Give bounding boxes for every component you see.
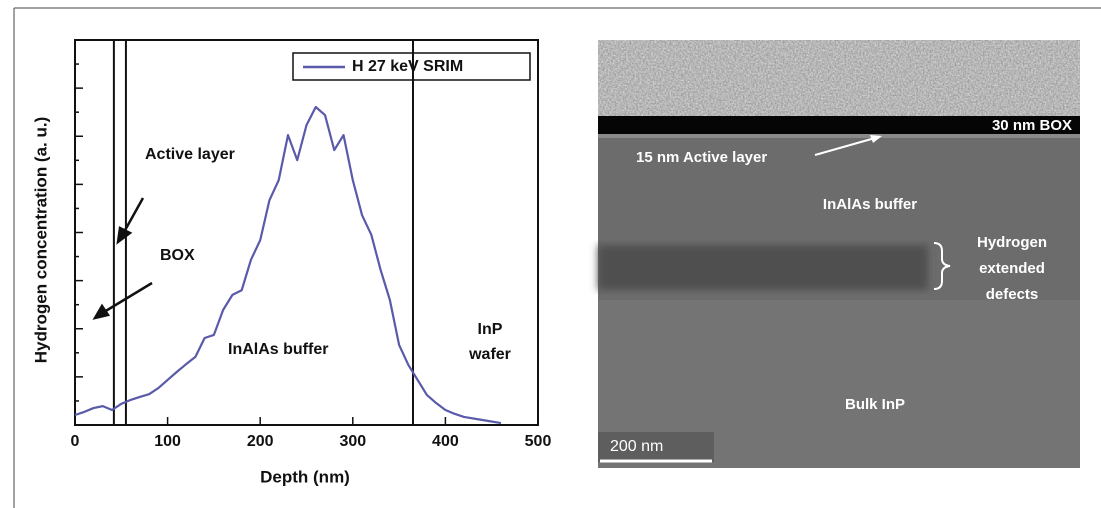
x-tick-label: 200	[247, 433, 274, 450]
x-axis-label: Depth (nm)	[260, 467, 350, 486]
image-label: extended	[979, 260, 1045, 277]
image-label: 15 nm Active layer	[636, 149, 767, 166]
image-label: defects	[986, 286, 1039, 303]
image-label: 30 nm BOX	[992, 117, 1072, 134]
arrows	[92, 197, 153, 320]
pointer-head	[870, 135, 882, 143]
active-layer	[598, 134, 1080, 138]
scale-bg	[598, 432, 714, 462]
scale-label: 200 nm	[610, 438, 663, 455]
top-layer-texture	[598, 40, 1080, 116]
annotation: InAlAs buffer	[228, 341, 328, 358]
x-tick-label: 300	[339, 433, 366, 450]
y-axis-label: Hydrogen concentration (a. u.)	[31, 117, 50, 364]
x-tick-label: 100	[154, 433, 181, 450]
image-label: Hydrogen	[977, 234, 1047, 251]
annotation: BOX	[160, 247, 195, 264]
x-tick-label: 400	[432, 433, 459, 450]
image-label: InAlAs buffer	[823, 196, 917, 213]
brace	[933, 242, 951, 290]
annotation: Active layer	[145, 146, 235, 163]
x-tick-label: 500	[525, 433, 552, 450]
annotation: wafer	[468, 346, 511, 363]
plot-frame	[74, 39, 539, 426]
series-line	[74, 105, 502, 425]
defect-band	[598, 245, 928, 290]
x-tick-label: 0	[71, 433, 80, 450]
image-label: Bulk InP	[845, 396, 905, 413]
box-layer	[598, 116, 1080, 134]
legend-label: H 27 keV SRIM	[352, 58, 463, 75]
pointer	[814, 137, 876, 156]
annotation: InP	[478, 321, 503, 338]
